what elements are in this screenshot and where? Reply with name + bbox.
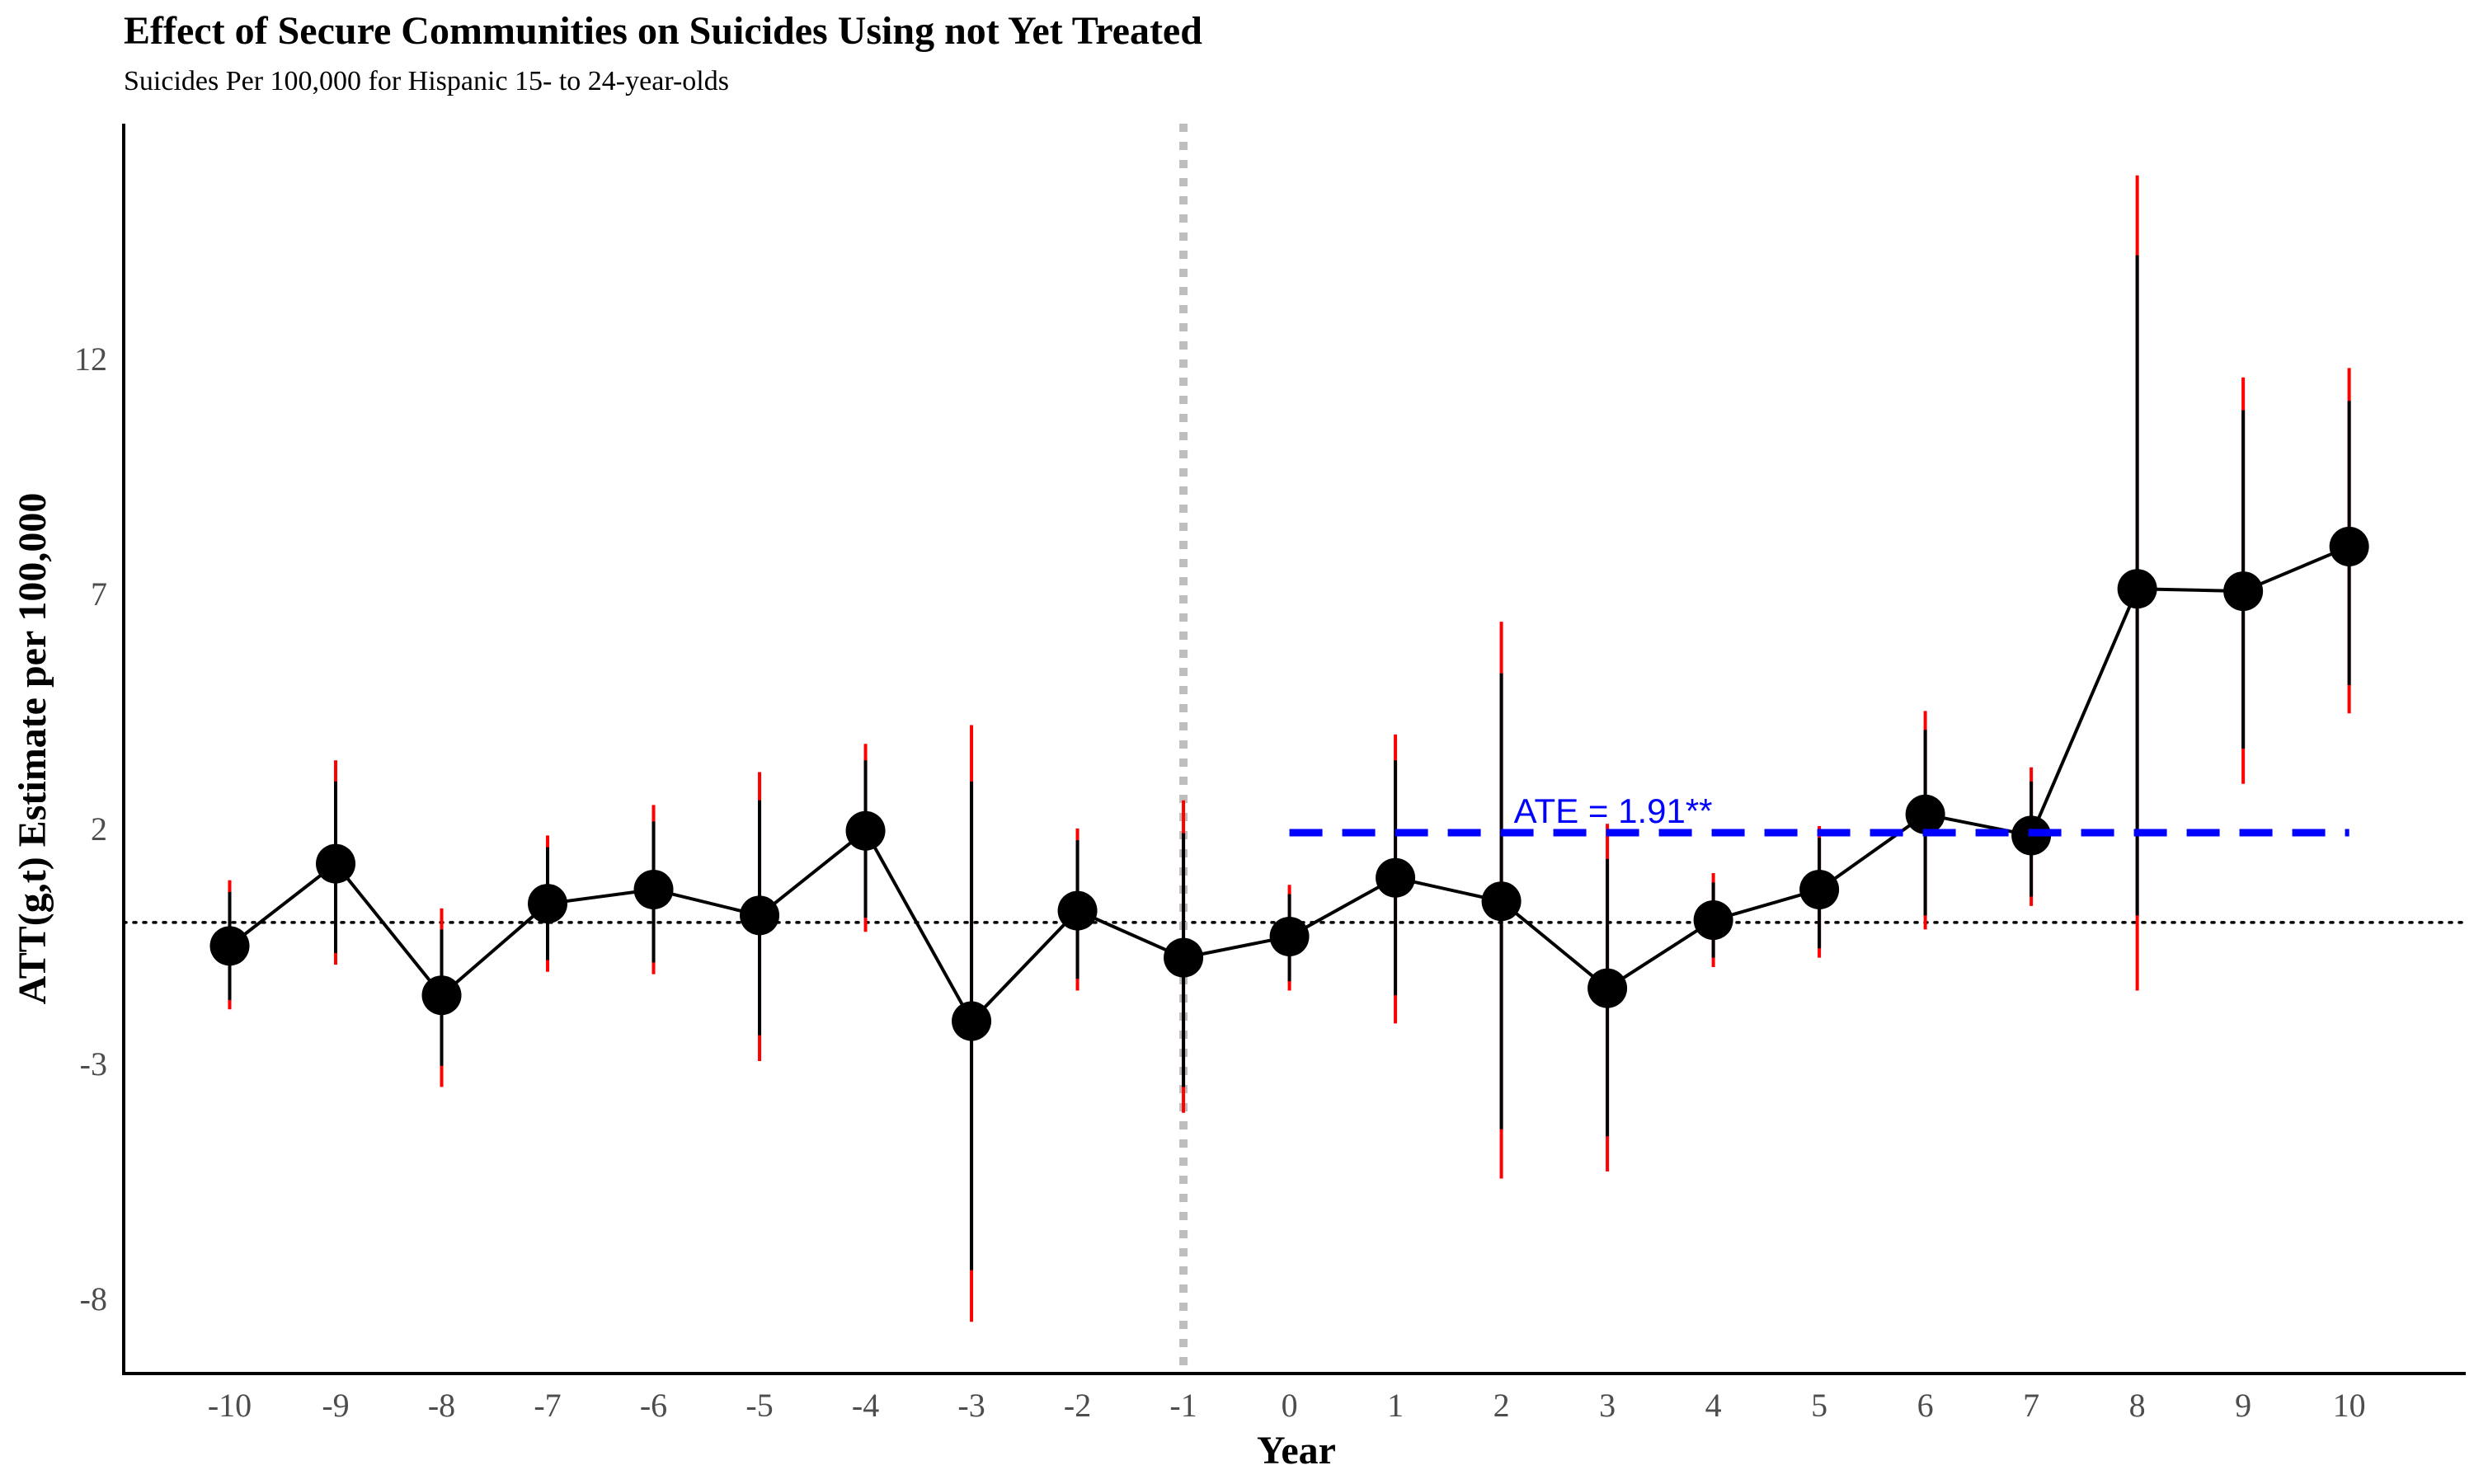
data-point [2117, 569, 2157, 609]
x-tick-label: 9 [2235, 1387, 2251, 1424]
data-point [421, 975, 462, 1016]
x-tick-label: 2 [1493, 1387, 1510, 1424]
data-point [2223, 571, 2264, 612]
x-tick-label: -8 [428, 1387, 455, 1424]
data-point [209, 926, 250, 966]
chart-title: Effect of Secure Communities on Suicides… [124, 9, 1202, 53]
x-tick-label: -3 [957, 1387, 985, 1424]
data-point [952, 1001, 992, 1041]
x-tick-label: 5 [1811, 1387, 1827, 1424]
y-tick-label: 12 [74, 340, 107, 378]
x-tick-label: 7 [2023, 1387, 2039, 1424]
x-tick-label: -6 [640, 1387, 667, 1424]
data-point [845, 810, 886, 851]
y-tick-label: 2 [91, 810, 107, 848]
y-tick-label: -8 [80, 1280, 107, 1317]
x-tick-label: 3 [1599, 1387, 1616, 1424]
x-tick-label: -1 [1169, 1387, 1197, 1424]
ate-label: ATE = 1.91** [1514, 791, 1713, 830]
x-tick-label: 8 [2129, 1387, 2146, 1424]
x-tick-label: -9 [322, 1387, 349, 1424]
data-point [1376, 857, 1416, 898]
y-tick-label: -3 [80, 1045, 107, 1082]
data-point [1057, 890, 1098, 931]
data-point [1799, 869, 1840, 909]
data-point [1481, 881, 1522, 922]
x-tick-label: -10 [208, 1387, 252, 1424]
data-point [633, 869, 674, 909]
data-point [1269, 916, 1310, 956]
y-axis-label: ATT(g,t) Estimate per 100,000 [11, 493, 54, 1005]
y-tick-label: 7 [91, 575, 107, 613]
data-point [2329, 526, 2369, 566]
x-tick-label: 6 [1917, 1387, 1934, 1424]
x-tick-label: 4 [1705, 1387, 1722, 1424]
data-point [1587, 968, 1628, 1008]
data-point [740, 895, 780, 936]
data-point [1905, 794, 1945, 834]
x-tick-label: 10 [2333, 1387, 2366, 1424]
data-point [1693, 900, 1733, 941]
x-tick-label: -2 [1064, 1387, 1091, 1424]
chart-subtitle: Suicides Per 100,000 for Hispanic 15- to… [124, 66, 729, 96]
x-tick-label: -5 [745, 1387, 773, 1424]
x-tick-label: -4 [852, 1387, 879, 1424]
x-tick-label: 0 [1282, 1387, 1298, 1424]
x-axis-label: Year [1257, 1429, 1336, 1472]
data-point [1164, 937, 1204, 978]
x-tick-label: -7 [534, 1387, 561, 1424]
x-tick-label: 1 [1387, 1387, 1404, 1424]
data-point [528, 884, 568, 924]
data-point [316, 843, 356, 884]
